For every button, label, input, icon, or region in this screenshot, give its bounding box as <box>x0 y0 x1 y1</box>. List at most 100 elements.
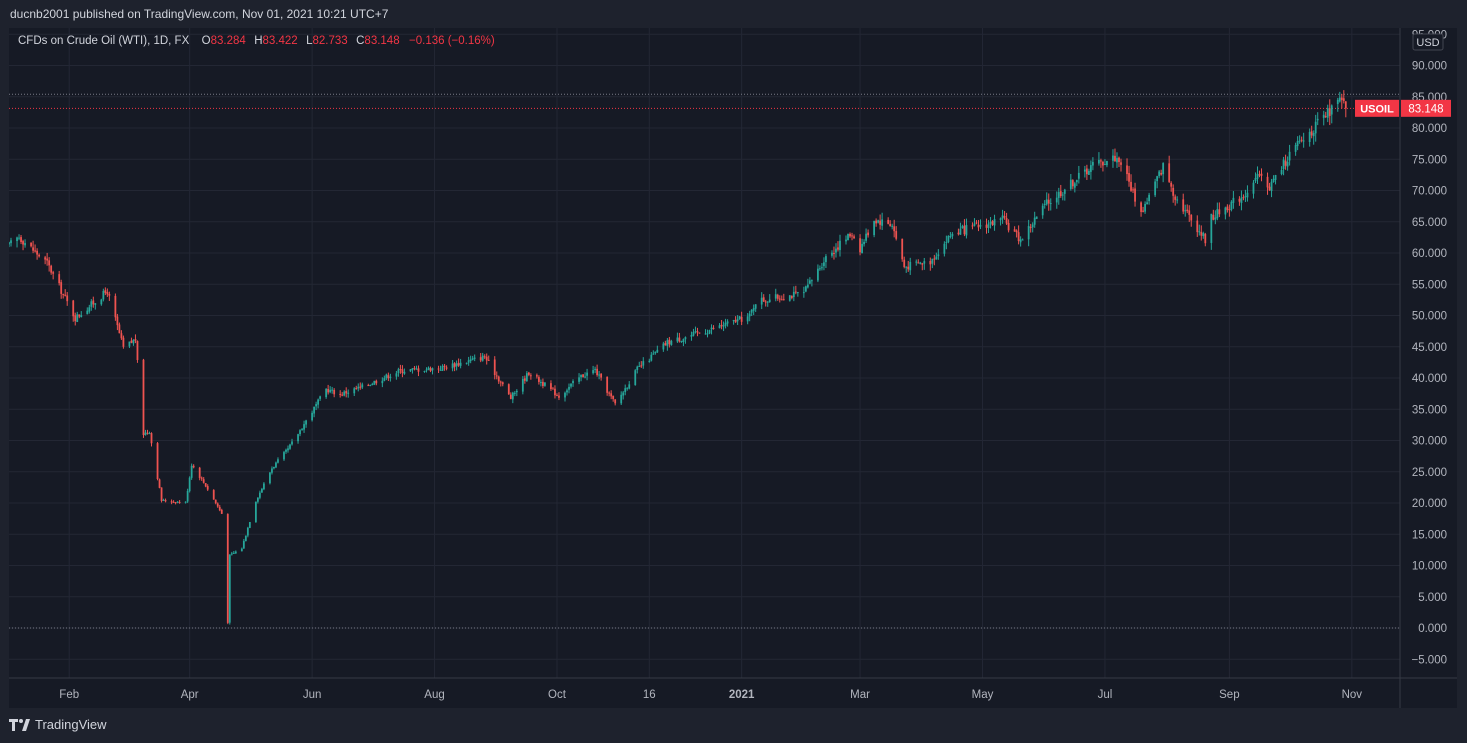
candle <box>993 214 996 231</box>
candle <box>564 391 566 402</box>
candle <box>556 393 558 397</box>
candle <box>762 294 765 303</box>
candle <box>648 358 651 363</box>
candle <box>46 252 49 266</box>
candle <box>459 358 462 369</box>
candle <box>24 239 26 248</box>
candle <box>527 371 530 377</box>
candle <box>670 339 673 346</box>
candle <box>985 218 988 234</box>
candle <box>423 370 426 373</box>
candle <box>1210 213 1213 250</box>
candle <box>554 385 556 399</box>
candle <box>50 264 53 275</box>
ticker-symbol: USOIL <box>1360 103 1394 115</box>
candle <box>72 299 75 322</box>
candle <box>319 395 322 401</box>
candle <box>164 498 167 503</box>
candle <box>891 223 894 230</box>
candle <box>483 354 486 360</box>
candle <box>80 311 83 318</box>
candle <box>100 298 103 306</box>
candle <box>977 219 980 232</box>
candlestick-chart[interactable]: −5.000 0.000 5.000 10.000 15.000 20.000 25.000… <box>9 28 1457 708</box>
candle <box>1021 238 1024 241</box>
candle <box>158 478 161 489</box>
candle <box>343 390 346 397</box>
candle <box>1118 156 1120 167</box>
candle <box>957 228 960 236</box>
candle <box>1286 156 1289 171</box>
candle <box>696 327 699 337</box>
candle <box>1140 201 1142 217</box>
candle <box>704 329 707 335</box>
candle <box>734 316 737 323</box>
candle <box>808 277 811 285</box>
candle <box>220 508 223 514</box>
publish-info: ducnb2001 published on TradingView.com, … <box>10 7 389 21</box>
candle <box>1031 222 1034 233</box>
candle <box>804 285 807 293</box>
candle <box>301 428 303 431</box>
candle <box>1130 174 1132 192</box>
candle <box>991 220 994 226</box>
candle <box>52 270 55 280</box>
candle <box>817 264 819 283</box>
candle <box>76 311 79 323</box>
candle <box>592 365 594 375</box>
candle <box>172 500 175 503</box>
candle <box>861 238 863 254</box>
candle <box>1120 158 1122 172</box>
candle <box>467 356 470 366</box>
candle <box>415 365 418 370</box>
candle <box>550 380 552 391</box>
candle <box>1294 142 1297 156</box>
time-tick-label: Apr <box>181 689 199 701</box>
candle <box>678 332 681 343</box>
candle <box>1049 198 1052 211</box>
candle <box>903 256 906 269</box>
candle <box>150 432 153 447</box>
candle <box>634 369 637 386</box>
candle <box>1057 187 1060 205</box>
candle <box>1132 187 1134 194</box>
candle <box>1106 160 1108 168</box>
candle <box>971 222 974 230</box>
candle <box>38 253 41 258</box>
footer-bar: TradingView <box>0 708 1467 743</box>
candle <box>1114 148 1116 162</box>
candle <box>1326 104 1329 123</box>
time-tick-label: Sep <box>1219 689 1239 701</box>
candle <box>881 212 884 230</box>
candle <box>451 360 454 372</box>
candle <box>598 370 601 380</box>
candle <box>200 476 203 481</box>
candle <box>333 388 336 398</box>
candle <box>493 356 496 380</box>
candle <box>465 362 468 365</box>
time-tick-label: Oct <box>548 689 567 701</box>
currency-badge[interactable]: USD <box>1412 33 1444 51</box>
close-value: 83.148 <box>364 35 400 47</box>
tradingview-logo[interactable]: TradingView <box>9 717 107 732</box>
candle <box>540 379 542 387</box>
candle <box>682 338 685 347</box>
candle <box>1224 206 1227 220</box>
candle <box>1244 189 1247 203</box>
candle <box>429 366 432 373</box>
candle <box>1059 184 1062 198</box>
candle <box>865 228 867 243</box>
candle <box>1001 209 1004 224</box>
time-tick-label: 2021 <box>729 689 755 701</box>
symbol-title: CFDs on Crude Oil (WTI), 1D, FX <box>18 35 190 47</box>
candle <box>1242 194 1245 201</box>
candle <box>1112 149 1114 168</box>
candle <box>297 433 299 444</box>
candle <box>136 340 139 363</box>
time-tick-label: May <box>972 689 994 701</box>
price-tick-label: 90.000 <box>1412 61 1447 73</box>
candle <box>18 234 20 241</box>
candle <box>1098 152 1100 166</box>
chart-panel[interactable]: −5.000 0.000 5.000 10.000 15.000 20.000 25.000… <box>9 28 1457 708</box>
candle <box>768 294 771 303</box>
